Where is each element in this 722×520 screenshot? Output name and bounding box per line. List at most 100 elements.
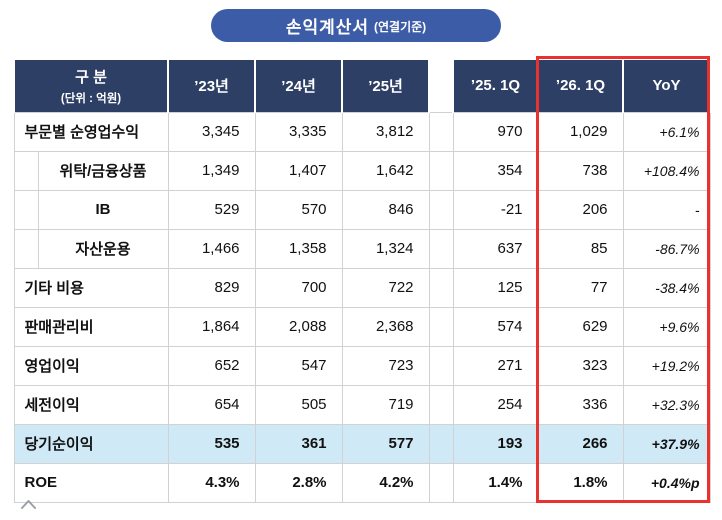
value-24: 700 bbox=[254, 267, 343, 308]
header-row: 구 분 (단위 : 억원) ’23년 ’24년 ’25년 ’25. 1Q ’26… bbox=[12, 58, 712, 112]
value-25: 1,642 bbox=[341, 150, 430, 191]
value-25-1q: 970 bbox=[452, 111, 539, 152]
value-25-1q: 271 bbox=[452, 345, 539, 386]
value-23: 652 bbox=[167, 345, 256, 386]
header-year-25: ’25년 bbox=[341, 58, 431, 112]
row-label: 기타 비용 bbox=[13, 267, 169, 308]
table-row-other-expenses: 기타 비용 829 700 722 125 77 -38.4% bbox=[13, 267, 711, 308]
table-row-pretax-profit: 세전이익 654 505 719 254 336 +32.3% bbox=[13, 384, 711, 425]
gap-cell bbox=[428, 462, 454, 503]
table-row-brokerage: 위탁/금융상품 1,349 1,407 1,642 354 738 +108.4… bbox=[13, 150, 711, 191]
row-label: 위탁/금융상품 bbox=[37, 150, 169, 191]
table-row-sganda: 판매관리비 1,864 2,088 2,368 574 629 +9.6% bbox=[13, 306, 711, 347]
table-row-net-income: 당기순이익 535 361 577 193 266 +37.9% bbox=[13, 423, 711, 464]
value-23: 654 bbox=[167, 384, 256, 425]
value-25: 719 bbox=[341, 384, 430, 425]
indent-cell bbox=[13, 150, 39, 191]
row-label: ROE bbox=[13, 462, 169, 503]
row-label: 영업이익 bbox=[13, 345, 169, 386]
value-26-1q: 629 bbox=[537, 306, 624, 347]
value-25-1q: 193 bbox=[452, 423, 539, 464]
header-q-25-1q: ’25. 1Q bbox=[452, 58, 540, 112]
indent-cell bbox=[13, 189, 39, 230]
gap-cell bbox=[428, 345, 454, 386]
header-category-title: 구 분 bbox=[75, 68, 107, 86]
row-label: 세전이익 bbox=[13, 384, 169, 425]
value-25: 846 bbox=[341, 189, 430, 230]
row-label: 부문별 순영업수익 bbox=[13, 111, 169, 152]
value-yoy: +0.4%p bbox=[622, 462, 711, 503]
value-26-1q: 323 bbox=[537, 345, 624, 386]
header-category-unit: (단위 : 억원) bbox=[60, 92, 122, 105]
value-23: 3,345 bbox=[167, 111, 256, 152]
table-row-operating-profit: 영업이익 652 547 723 271 323 +19.2% bbox=[13, 345, 711, 386]
value-25-1q: 354 bbox=[452, 150, 539, 191]
gap-cell bbox=[428, 384, 454, 425]
value-23: 529 bbox=[167, 189, 256, 230]
value-26-1q: 336 bbox=[537, 384, 624, 425]
table-row-roe: ROE 4.3% 2.8% 4.2% 1.4% 1.8% +0.4%p bbox=[13, 462, 711, 503]
value-25-1q: 125 bbox=[452, 267, 539, 308]
value-23: 4.3% bbox=[167, 462, 256, 503]
table-row-ib: IB 529 570 846 -21 206 - bbox=[13, 189, 711, 230]
financial-table: 구 분 (단위 : 억원) ’23년 ’24년 ’25년 ’25. 1Q ’26… bbox=[12, 58, 712, 503]
header-q-26-1q: ’26. 1Q bbox=[537, 58, 625, 112]
value-yoy: - bbox=[622, 189, 711, 230]
chevron-up-icon bbox=[20, 497, 37, 515]
value-25-1q: 637 bbox=[452, 228, 539, 269]
value-26-1q: 85 bbox=[537, 228, 624, 269]
row-label: IB bbox=[37, 189, 169, 230]
value-24: 547 bbox=[254, 345, 343, 386]
value-yoy: +19.2% bbox=[622, 345, 711, 386]
header-yoy: YoY bbox=[622, 58, 712, 112]
value-24: 3,335 bbox=[254, 111, 343, 152]
value-26-1q: 1,029 bbox=[537, 111, 624, 152]
value-26-1q: 206 bbox=[537, 189, 624, 230]
value-yoy: +32.3% bbox=[622, 384, 711, 425]
header-gap bbox=[429, 59, 453, 112]
value-yoy: -38.4% bbox=[622, 267, 711, 308]
indent-cell bbox=[13, 228, 39, 269]
value-24: 1,358 bbox=[254, 228, 343, 269]
page-title: 손익계산서 (연결기준) bbox=[211, 9, 501, 42]
value-23: 1,349 bbox=[167, 150, 256, 191]
value-24: 2.8% bbox=[254, 462, 343, 503]
value-23: 1,466 bbox=[167, 228, 256, 269]
value-25: 722 bbox=[341, 267, 430, 308]
gap-cell bbox=[428, 267, 454, 308]
value-26-1q: 266 bbox=[537, 423, 624, 464]
gap-cell bbox=[428, 150, 454, 191]
value-yoy: +6.1% bbox=[622, 111, 711, 152]
value-24: 570 bbox=[254, 189, 343, 230]
row-label: 판매관리비 bbox=[13, 306, 169, 347]
row-label: 당기순이익 bbox=[13, 423, 169, 464]
value-25-1q: 1.4% bbox=[452, 462, 539, 503]
value-24: 361 bbox=[254, 423, 343, 464]
value-yoy: +37.9% bbox=[622, 423, 711, 464]
value-23: 829 bbox=[167, 267, 256, 308]
value-yoy: +108.4% bbox=[622, 150, 711, 191]
value-25-1q: -21 bbox=[452, 189, 539, 230]
value-yoy: -86.7% bbox=[622, 228, 711, 269]
value-24: 2,088 bbox=[254, 306, 343, 347]
page-title-main: 손익계산서 bbox=[285, 18, 370, 37]
value-23: 535 bbox=[167, 423, 256, 464]
gap-cell bbox=[428, 423, 454, 464]
value-25-1q: 574 bbox=[452, 306, 539, 347]
value-25: 4.2% bbox=[341, 462, 430, 503]
gap-cell bbox=[428, 111, 454, 152]
gap-cell bbox=[428, 228, 454, 269]
value-26-1q: 738 bbox=[537, 150, 624, 191]
header-year-24: ’24년 bbox=[254, 58, 344, 112]
row-label: 자산운용 bbox=[37, 228, 169, 269]
value-24: 505 bbox=[254, 384, 343, 425]
value-25: 723 bbox=[341, 345, 430, 386]
value-25: 3,812 bbox=[341, 111, 430, 152]
value-25-1q: 254 bbox=[452, 384, 539, 425]
value-yoy: +9.6% bbox=[622, 306, 711, 347]
value-24: 1,407 bbox=[254, 150, 343, 191]
gap-cell bbox=[428, 189, 454, 230]
value-23: 1,864 bbox=[167, 306, 256, 347]
gap-cell bbox=[428, 306, 454, 347]
table-row-asset-management: 자산운용 1,466 1,358 1,324 637 85 -86.7% bbox=[13, 228, 711, 269]
